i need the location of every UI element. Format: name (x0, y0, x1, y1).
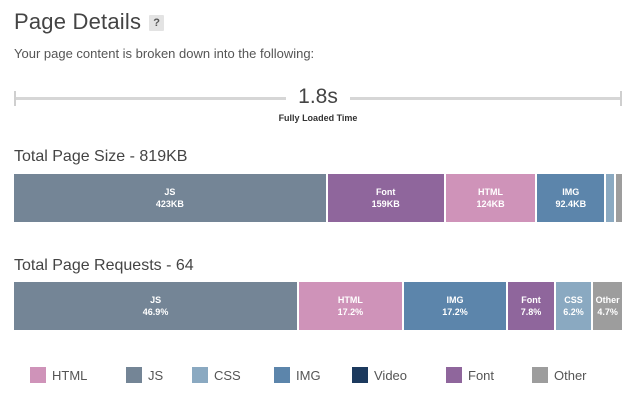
legend-label: IMG (296, 367, 321, 383)
page-size-segment-label: Font (375, 187, 396, 197)
page-requests-segment-value: 6.2% (563, 307, 584, 317)
timeline-right-cap (620, 91, 622, 106)
page-requests-segment-img[interactable]: IMG 17.2% (403, 282, 509, 330)
fully-loaded-time-label: Fully Loaded Time (278, 113, 358, 123)
page-size-segment-label: HTML (478, 187, 504, 197)
page-size-bar: JS 423KB Font 159KB HTML 124KB IMG 92.4KB (14, 174, 622, 222)
help-icon[interactable]: ? (149, 14, 165, 31)
page-size-segment-4[interactable] (606, 174, 616, 222)
legend-label: CSS (214, 367, 241, 383)
legend-item-html: HTML (30, 367, 126, 383)
page-size-segment-img[interactable]: IMG 92.4KB (537, 174, 607, 222)
page-size-segment-label: IMG (562, 187, 580, 197)
legend-label: JS (148, 367, 164, 383)
page-size-title: Total Page Size - 819KB (14, 148, 188, 165)
timeline-left-cap (14, 91, 16, 106)
legend-item-css: CSS (192, 367, 274, 383)
page-size-segment-font[interactable]: Font 159KB (327, 174, 446, 222)
page-requests-segment-label: CSS (564, 295, 583, 305)
page-requests-segment-css[interactable]: CSS 6.2% (555, 282, 594, 330)
page-size-segment-js[interactable]: JS 423KB (14, 174, 328, 222)
page-requests-segment-label: JS (150, 295, 162, 305)
title-row: Page Details ? (14, 9, 165, 35)
legend-swatch (352, 367, 368, 383)
page-size-segment-value: 92.4KB (555, 199, 587, 209)
legend-item-font: Font (446, 367, 532, 383)
page-size-segment-value: 124KB (476, 199, 505, 209)
page-requests-segment-font[interactable]: Font 7.8% (508, 282, 556, 330)
page-size-segment-5[interactable] (615, 174, 622, 222)
page-requests-segment-value: 17.2% (442, 307, 468, 317)
page-title: Page Details (14, 9, 142, 34)
legend-swatch (30, 367, 46, 383)
page-requests-segment-html[interactable]: HTML 17.2% (299, 282, 404, 330)
page-requests-segment-label: Other (595, 295, 620, 305)
page-requests-segment-value: 4.7% (597, 307, 618, 317)
legend-label: HTML (52, 367, 88, 383)
legend-label: Font (468, 367, 495, 383)
page-requests-segment-label: IMG (446, 295, 464, 305)
page-requests-segment-value: 17.2% (337, 307, 364, 317)
page-requests-bar: JS 46.9% HTML 17.2% IMG 17.2% Font 7.8% CSS 6.2% O… (14, 282, 622, 330)
page-requests-segment-js[interactable]: JS 46.9% (14, 282, 300, 330)
page-requests-segment-label: Font (521, 295, 541, 305)
fully-loaded-time-value: 1.8s (298, 85, 338, 108)
legend-swatch (532, 367, 548, 383)
legend-item-other: Other (532, 367, 592, 383)
legend-swatch (126, 367, 142, 383)
legend-item-img: IMG (274, 367, 352, 383)
page-requests-title: Total Page Requests - 64 (14, 257, 194, 274)
legend-label: Video (374, 367, 408, 383)
legend-item-video: Video (352, 367, 446, 383)
legend-swatch (446, 367, 462, 383)
page-size-segment-label: JS (164, 187, 176, 197)
page-requests-segment-value: 46.9% (142, 307, 169, 317)
legend-item-js: JS (126, 367, 192, 383)
page-requests-segment-value: 7.8% (520, 307, 542, 317)
legend-swatch (274, 367, 290, 383)
page-size-segment-value: 423KB (155, 199, 184, 209)
timeline-right-line (350, 97, 620, 100)
page-requests-segment-other[interactable]: Other 4.7% (593, 282, 622, 330)
page-size-segment-html[interactable]: HTML 124KB (445, 174, 538, 222)
fully-loaded-timeline: 1.8s Fully Loaded Time (14, 84, 622, 124)
timeline-left-line (16, 97, 286, 100)
page-subtitle: Your page content is broken down into th… (14, 46, 315, 61)
page-requests-segment-label: HTML (337, 295, 363, 305)
content-type-legend: HTML JS CSS IMG Video Font Other (30, 367, 592, 383)
legend-swatch (192, 367, 208, 383)
page-size-segment-value: 159KB (371, 199, 400, 209)
legend-label: Other (554, 367, 587, 383)
